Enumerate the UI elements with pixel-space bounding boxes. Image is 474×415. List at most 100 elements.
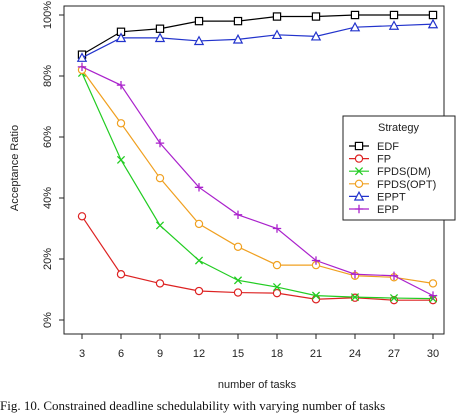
x-tick-label: 9 [157,348,163,360]
y-tick-label: 0% [42,312,54,328]
y-tick-label: 60% [42,126,54,148]
legend-entry: FPDS(OPT) [349,179,436,191]
data-point [155,221,165,230]
legend-entry: EDF [349,141,399,153]
data-point [311,12,321,21]
data-point [154,32,166,43]
x-tick-label: 15 [232,348,244,360]
legend-entry: FPDS(DM) [349,166,431,178]
data-point [271,29,283,40]
series-line [81,69,434,284]
data-point [350,293,360,302]
legend-marker [354,154,364,163]
data-point [116,270,126,279]
data-point [116,119,126,128]
x-tick-label: 6 [118,348,124,360]
data-point [388,20,400,30]
data-point [350,10,360,20]
data-point [115,32,127,43]
x-tick-label: 21 [310,348,322,360]
series-eppt [76,18,439,62]
figure-caption: Fig. 10. Constrained deadline schedulabi… [0,398,386,413]
legend-entry: FP [349,154,391,166]
data-point [389,293,399,303]
x-tick-label: 18 [271,348,283,360]
series-epp [77,62,438,300]
data-point [155,138,165,148]
data-point [233,276,243,285]
y-tick-label: 80% [42,65,54,87]
data-point [76,52,88,62]
data-point [428,10,438,20]
series-line [81,14,433,56]
legend-marker [354,167,364,176]
data-point [116,155,126,164]
data-point [116,80,126,90]
series-edf [77,10,438,59]
legend-entry: EPPT [349,190,406,203]
y-tick-label: 100% [42,1,54,29]
x-tick-label: 3 [79,348,85,360]
series-layer [76,10,439,305]
data-point [272,12,282,21]
legend-label: EDF [377,141,399,153]
x-tick-label: 30 [427,348,439,360]
data-point [77,212,87,221]
x-axis-title: number of tasks [218,379,297,391]
legend-label: FP [377,154,391,166]
x-tick-label: 12 [193,348,205,360]
legend-marker [353,190,365,201]
legend-label: FPDS(OPT) [377,179,436,191]
data-point [389,10,399,20]
legend-marker [354,204,364,214]
x-tick-label: 27 [388,348,400,360]
legend-label: FPDS(DM) [377,166,431,178]
legend-marker [354,179,364,188]
data-point [194,256,204,265]
y-tick-label: 40% [42,187,54,209]
x-tick-label: 24 [349,348,361,360]
data-point [194,286,204,296]
data-point [310,30,322,41]
y-tick-label: 20% [42,248,54,270]
data-point [389,271,399,280]
data-point [194,219,204,229]
data-point [155,279,165,288]
data-point [233,242,243,251]
data-point [311,291,321,300]
data-point [428,279,438,288]
data-point [427,18,439,29]
data-point [233,288,243,297]
data-point [233,16,243,26]
legend-label: EPPT [377,191,406,203]
legend-title: Strategy [378,122,419,134]
data-point [272,283,282,292]
data-point [428,291,438,300]
series-line [81,72,434,300]
data-point [155,173,165,183]
data-point [233,210,243,219]
series-fp [77,212,438,305]
series-line [81,23,434,59]
legend-entry: EPP [349,204,399,216]
data-point [349,21,361,32]
y-axis-title: Acceptance Ratio [9,125,21,211]
axes: 3 6 9 12 15 18 21 24 27 30 0% 20% 40% 60% 80% 100% [42,1,445,360]
data-point [272,288,282,298]
series-line [81,66,434,297]
data-point [272,260,282,270]
data-point [193,35,205,46]
data-point [272,224,282,233]
data-point [232,33,244,44]
data-point [311,295,321,304]
legend-marker [354,141,364,151]
series-line [81,215,433,301]
data-point [311,256,321,265]
legend-label: EPP [377,204,399,216]
data-point [350,270,360,279]
data-point [155,24,165,33]
data-point [77,62,87,72]
data-point [194,16,204,26]
